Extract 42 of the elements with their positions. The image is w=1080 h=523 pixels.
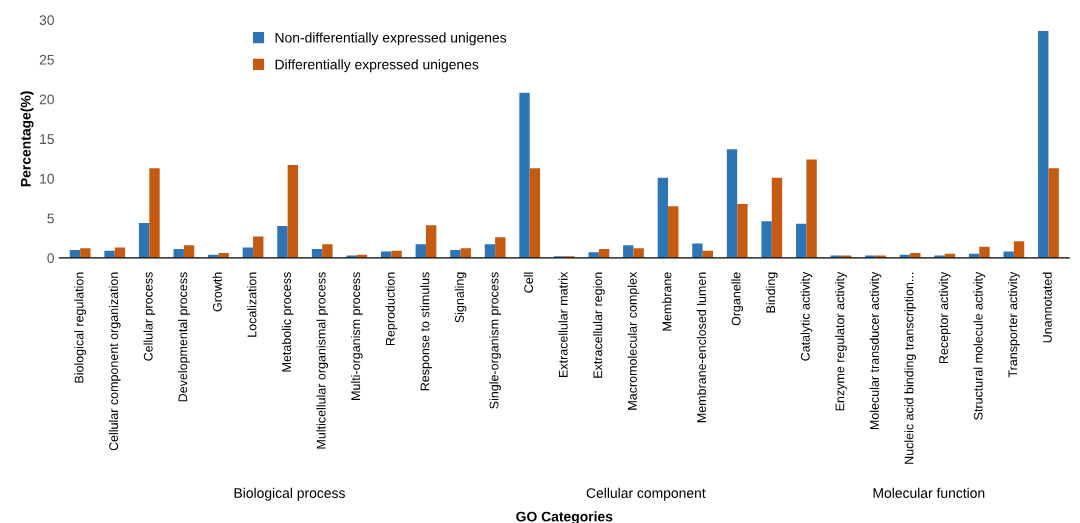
x-tick-label: Growth <box>212 272 222 312</box>
x-tick-label: Reproduction <box>385 272 398 346</box>
x-tick-label: Cellular process <box>143 272 156 361</box>
x-tick-label: Nucleic acid binding transcription... <box>904 272 916 464</box>
x-tick-label: Extracellular region <box>593 272 605 378</box>
y-axis-title: Percentage(%) <box>20 91 34 187</box>
x-tick-label: Cellular component organization <box>108 272 121 451</box>
x-tick-label: Single-organism process <box>489 272 501 409</box>
y-tick-label: 20 <box>39 94 54 105</box>
y-tick-label: 30 <box>39 15 54 26</box>
x-tick-label: Metabolic process <box>281 272 294 372</box>
text: Molecular function <box>873 487 985 498</box>
x-tick-label: Macromolecular complex <box>627 271 640 410</box>
x-tick-label: Multi-organism process <box>350 272 363 400</box>
y-tick-label: 5 <box>47 213 54 224</box>
x-tick-label: Enzyme regulator activity <box>835 271 847 411</box>
x-tick-label: Response to stimulus <box>420 272 432 391</box>
x-tick-label: Structural molecule activity <box>973 271 986 420</box>
x-tick-label: Signaling <box>454 272 467 323</box>
text: Biological process <box>234 487 345 501</box>
x-tick-label: Localization <box>247 272 257 337</box>
y-tick-label: 25 <box>39 54 54 65</box>
x-tick-label: Developmental process <box>178 272 190 402</box>
x-tick-label: Cell <box>523 272 534 293</box>
x-tick-label: Membrane <box>662 272 672 331</box>
x-tick-label: Molecular transducer activity <box>869 271 882 430</box>
legend-label: Differentially expressed unigenes <box>275 59 479 73</box>
x-tick-label: Binding <box>765 272 778 313</box>
y-tick-label: 10 <box>40 173 54 184</box>
x-tick-label: Biological regulation <box>74 272 86 383</box>
x-tick-label: Extracellular matrix <box>558 271 568 377</box>
x-tick-label: Multicellular organismal process <box>316 272 329 449</box>
y-tick-label: 15 <box>40 134 54 145</box>
x-tick-label: Transporter activity <box>1008 271 1020 378</box>
x-tick-label: Receptor activity <box>938 271 951 364</box>
x-tick-label: Catalytic activity <box>800 271 813 361</box>
legend-label: Non-differentially expressed unigenes <box>275 32 507 46</box>
text: Cellular component <box>586 487 706 501</box>
y-tick-label: 0 <box>47 253 54 264</box>
x-tick-label: Organelle <box>731 272 744 326</box>
x-tick-label: Unannotated <box>1042 272 1052 343</box>
x-tick-label: Membrane-enclosed lumen <box>696 272 706 423</box>
